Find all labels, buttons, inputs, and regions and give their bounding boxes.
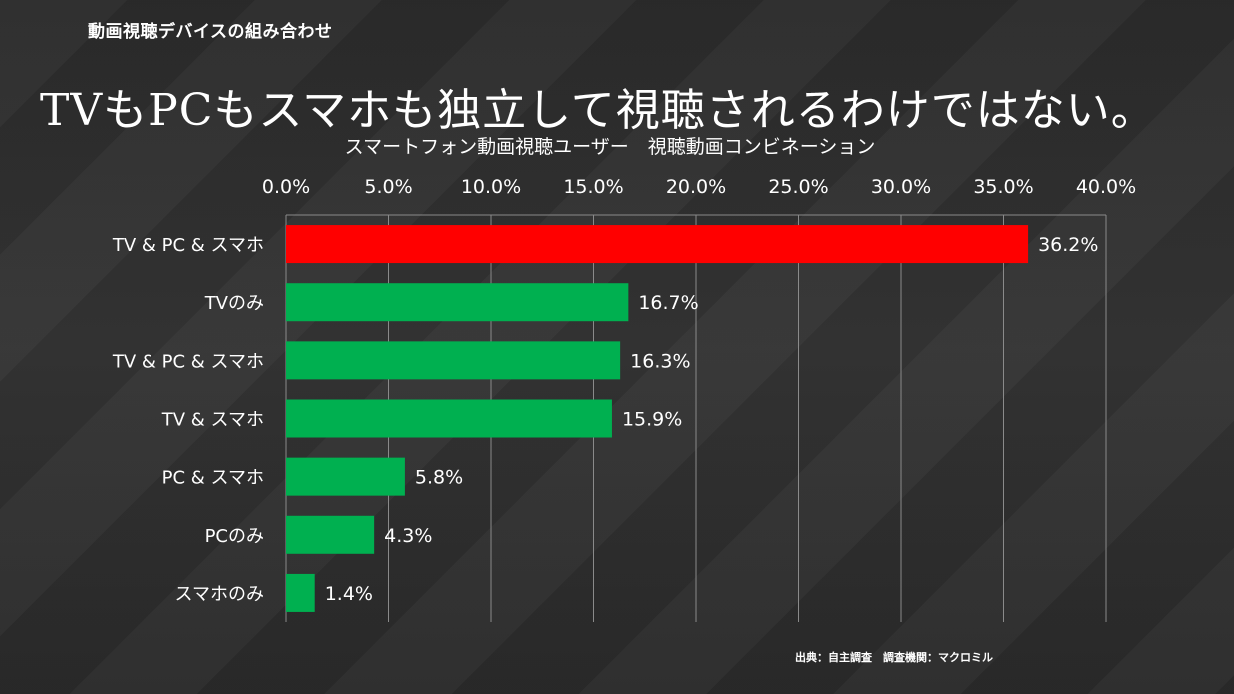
category-label: PCのみ <box>205 526 264 547</box>
data-label: 36.2% <box>1038 234 1098 256</box>
x-tick-label: 25.0% <box>768 176 828 198</box>
bar <box>286 573 315 612</box>
x-tick-label: 5.0% <box>364 176 412 198</box>
source-note: 出典：自主調査 調査機関：マクロミル <box>795 651 993 664</box>
category-label: スマホのみ <box>175 584 264 605</box>
x-tick-label: 15.0% <box>563 176 623 198</box>
category-label: TVのみ <box>204 293 264 314</box>
x-tick-label: 40.0% <box>1076 176 1136 198</box>
category-label: TV & スマホ <box>161 410 264 431</box>
page-title: TVもPCもスマホも独立して視聴されるわけではない。 <box>40 85 1156 136</box>
section-title: 動画視聴デバイスの組み合わせ <box>88 22 333 42</box>
bar <box>286 225 1029 264</box>
data-label: 1.4% <box>325 583 373 605</box>
bar <box>286 283 629 322</box>
bar <box>286 457 405 496</box>
category-label: TV & PC & スマホ <box>112 351 264 372</box>
x-tick-label: 0.0% <box>262 176 310 198</box>
data-label: 5.8% <box>415 467 463 489</box>
category-label: PC & スマホ <box>162 468 264 489</box>
data-label: 15.9% <box>622 409 682 431</box>
bar <box>286 399 612 438</box>
bar <box>286 515 375 554</box>
chart-title: スマートフォン動画視聴ユーザー 視聴動画コンビネーション <box>344 136 876 158</box>
data-label: 16.3% <box>630 350 690 372</box>
x-tick-label: 20.0% <box>666 176 726 198</box>
data-label: 4.3% <box>384 525 432 547</box>
x-tick-label: 30.0% <box>871 176 931 198</box>
data-label: 16.7% <box>638 292 698 314</box>
x-tick-label: 35.0% <box>973 176 1033 198</box>
category-label: TV & PC & スマホ <box>112 235 264 256</box>
bar <box>286 341 621 380</box>
x-tick-label: 10.0% <box>461 176 521 198</box>
